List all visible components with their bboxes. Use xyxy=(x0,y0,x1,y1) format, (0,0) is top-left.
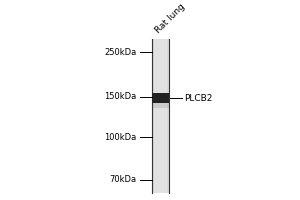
Bar xyxy=(152,103,169,108)
Text: 100kDa: 100kDa xyxy=(104,133,136,142)
Bar xyxy=(152,39,169,193)
Bar xyxy=(154,39,167,193)
Bar xyxy=(152,93,169,98)
Text: 70kDa: 70kDa xyxy=(110,175,136,184)
Bar xyxy=(152,93,169,103)
Text: 150kDa: 150kDa xyxy=(104,92,136,101)
Text: 250kDa: 250kDa xyxy=(104,48,136,57)
Text: PLCB2: PLCB2 xyxy=(184,94,213,103)
Text: Rat lung: Rat lung xyxy=(154,1,187,35)
